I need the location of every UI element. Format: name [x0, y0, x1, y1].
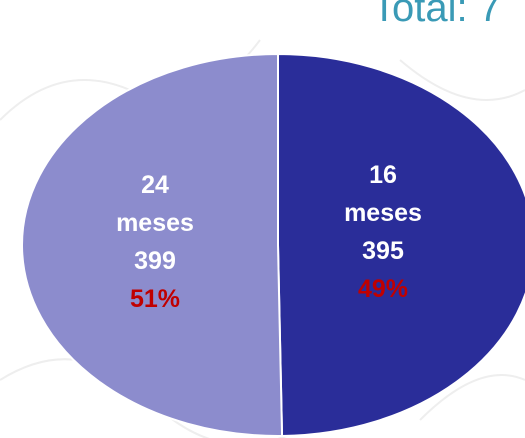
pie-slice — [21, 52, 284, 437]
percent-label: 51% — [129, 285, 181, 313]
value-label: 399 — [134, 247, 176, 275]
slice-label: 24 meses 399 51% — [95, 166, 215, 318]
value-label: 395 — [362, 237, 404, 265]
category-label: 16 meses — [344, 161, 422, 227]
pie-slice — [277, 52, 525, 437]
chart-title: Total: 7 — [372, 0, 501, 30]
category-label: 24 meses — [116, 171, 194, 237]
slice-label: 16 meses 395 49% — [323, 156, 443, 308]
percent-label: 49% — [357, 275, 409, 303]
